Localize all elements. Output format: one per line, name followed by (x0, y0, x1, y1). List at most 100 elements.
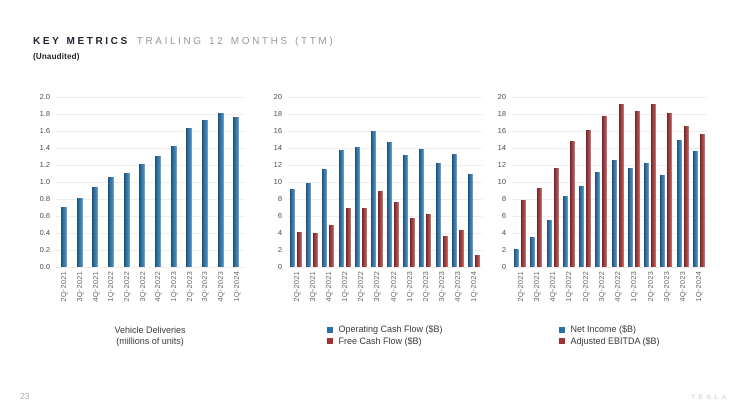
x-axis-row: 2Q-2021 3Q-2021 4Q-2021 1Q-2022 2Q-2022 3Q-20… (262, 267, 482, 317)
y-axis: 0 2 4 6 8 10 12 14 16 18 20 (486, 93, 512, 271)
x-tick: 2Q-2023 (181, 271, 197, 317)
x-axis-row: 2Q-2021 3Q-2021 4Q-2021 1Q-2022 2Q-2022 3Q-20… (30, 267, 244, 317)
gridline (56, 182, 244, 183)
gridline (512, 233, 707, 234)
bar (442, 235, 448, 267)
x-tick-label: 2Q-2022 (356, 271, 366, 302)
legend-item: Operating Cash Flow ($B) (327, 324, 443, 336)
bar (377, 191, 383, 267)
bar (634, 110, 640, 267)
x-tick-label: 1Q-2024 (469, 271, 479, 302)
bar (651, 103, 657, 267)
bar (595, 171, 601, 267)
x-tick-label: 1Q-2023 (404, 271, 414, 302)
y-tick-label: 20 (273, 92, 282, 101)
y-tick-label: 0 (277, 262, 282, 271)
y-tick-label: 18 (497, 109, 506, 118)
x-tick: 2Q-2022 (577, 271, 593, 317)
x-tick-label: 3Q-2022 (596, 271, 606, 302)
x-tick-label: 2Q-2022 (122, 271, 132, 302)
y-tick-label: 10 (273, 177, 282, 186)
bar (435, 163, 441, 267)
x-tick: 2Q-2022 (119, 271, 135, 317)
x-tick: 3Q-2021 (304, 271, 320, 317)
gridline (512, 97, 707, 98)
x-tick-label: 4Q-2023 (453, 271, 463, 302)
gridline (512, 199, 707, 200)
x-tick: 1Q-2024 (228, 271, 244, 317)
x-tick-label: 1Q-2023 (169, 271, 179, 302)
x-tick-label: 4Q-2022 (388, 271, 398, 302)
bar (297, 232, 303, 267)
plot-area (288, 97, 482, 268)
x-axis: 2Q-2021 3Q-2021 4Q-2021 1Q-2022 2Q-2022 3Q-20… (288, 271, 482, 317)
gridline (56, 165, 244, 166)
x-tick-label: 1Q-2024 (694, 271, 704, 302)
y-axis: 0.0 0.2 0.4 0.6 0.8 1.0 1.2 1.4 1.6 1.8 2.0 (30, 93, 56, 271)
gridline (56, 148, 244, 149)
x-axis: 2Q-2021 3Q-2021 4Q-2021 1Q-2022 2Q-2022 3Q-20… (56, 271, 244, 317)
legend-label: Free Cash Flow ($B) (338, 335, 422, 346)
bar (569, 141, 575, 267)
x-tick: 2Q-2021 (288, 271, 304, 317)
y-tick-label: 18 (273, 109, 282, 118)
bar (530, 237, 536, 267)
x-tick: 4Q-2021 (545, 271, 561, 317)
x-tick: 1Q-2022 (561, 271, 577, 317)
bar (644, 163, 650, 267)
bar (474, 255, 480, 267)
legend-item: Free Cash Flow ($B) (327, 336, 442, 348)
slide-header: KEY METRICS TRAILING 12 MONTHS (TTM) (Una… (33, 31, 335, 61)
bar (667, 113, 673, 267)
x-tick: 3Q-2021 (528, 271, 544, 317)
gridline (56, 114, 244, 115)
y-tick-label: 16 (273, 126, 282, 135)
page-title-secondary: TRAILING 12 MONTHS (TTM) (136, 36, 336, 47)
bar (426, 214, 432, 267)
bar (660, 175, 666, 267)
bar (553, 168, 559, 267)
gridline (56, 250, 244, 251)
x-tick-label: 4Q-2022 (613, 271, 623, 302)
x-tick: 4Q-2021 (87, 271, 103, 317)
legend-swatch (559, 326, 566, 333)
y-axis: 0 2 4 6 8 10 12 14 16 18 20 (262, 93, 288, 271)
x-tick: 3Q-2022 (593, 271, 609, 317)
gridline (512, 148, 707, 149)
gridline (56, 199, 244, 200)
bar (233, 116, 240, 267)
bar (467, 173, 473, 267)
legend-wrap: Operating Cash Flow ($B) Free Cash Flow (… (288, 324, 482, 347)
bar (676, 139, 682, 267)
gridline (288, 114, 482, 115)
bar (123, 172, 130, 267)
bar (394, 202, 400, 267)
bar (217, 113, 224, 267)
y-tick-label: 1.4 (39, 143, 50, 152)
brand-wordmark: TESLA (691, 394, 730, 401)
bar (403, 154, 409, 267)
x-tick-label: 3Q-2021 (75, 271, 84, 302)
page-number: 23 (20, 391, 30, 401)
bar (699, 133, 705, 267)
bar (290, 188, 296, 267)
x-tick: 2Q-2023 (417, 271, 433, 317)
x-tick: 1Q-2023 (401, 271, 417, 317)
x-tick: 1Q-2022 (337, 271, 353, 317)
bar (361, 207, 367, 267)
gridline (512, 182, 707, 183)
bar (627, 167, 633, 267)
x-tick: 3Q-2023 (197, 271, 213, 317)
y-tick-label: 2.0 (39, 92, 50, 101)
y-tick-label: 6 (501, 211, 506, 220)
x-axis: 2Q-2021 3Q-2021 4Q-2021 1Q-2022 2Q-2022 3Q-20… (512, 271, 707, 317)
bar (313, 233, 319, 267)
y-tick-label: 0.6 (39, 211, 50, 220)
bar (354, 147, 360, 267)
y-tick-label: 0.2 (39, 245, 50, 254)
x-tick-label: 4Q-2021 (323, 271, 333, 302)
x-tick-label: 3Q-2022 (137, 271, 147, 302)
x-tick: 3Q-2023 (658, 271, 674, 317)
x-tick-label: 1Q-2024 (231, 271, 241, 302)
x-tick-label: 2Q-2021 (291, 271, 301, 302)
